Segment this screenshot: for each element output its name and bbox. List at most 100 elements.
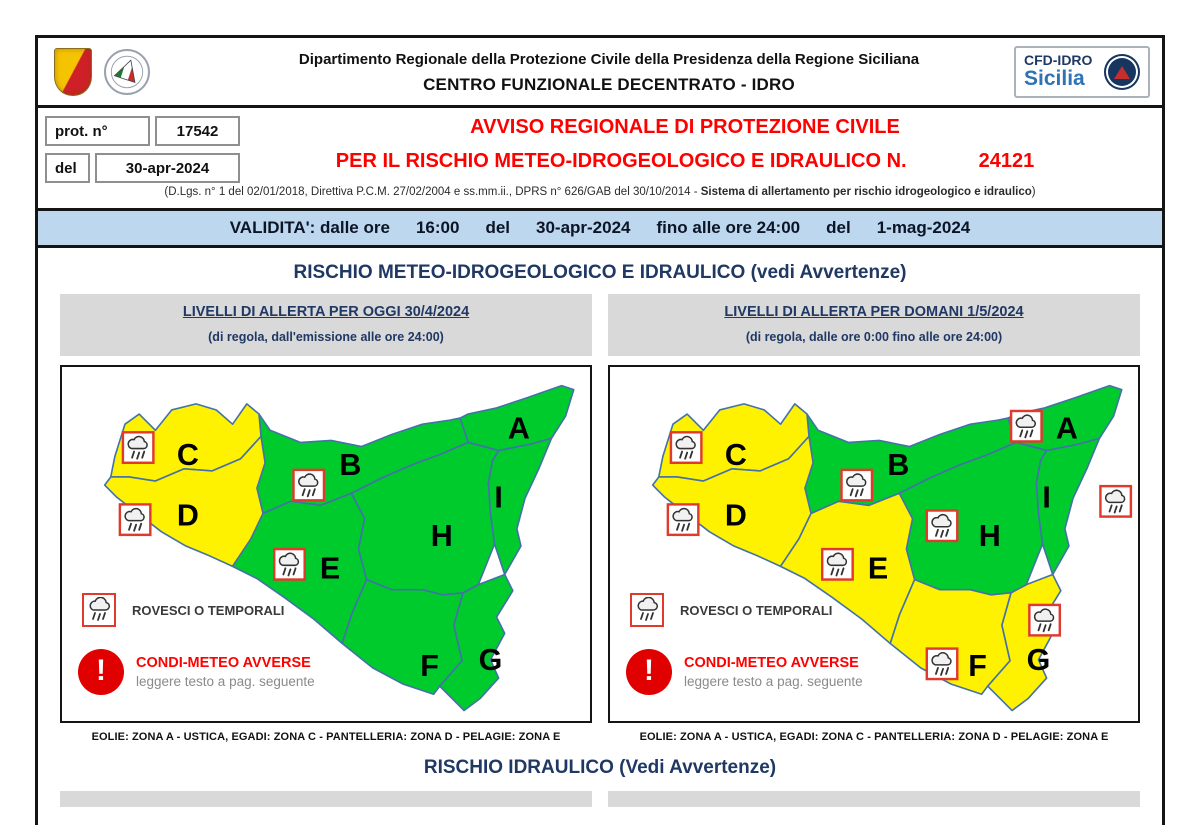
warning-exclamation-icon: ! xyxy=(626,649,672,695)
rain-icon xyxy=(272,547,306,581)
legend-warning-text: CONDI-METEO AVVERSE leggere testo a pag.… xyxy=(684,655,863,689)
rain-icon xyxy=(1028,603,1062,637)
panel-tomorrow-title: LIVELLI DI ALLERTA PER DOMANI 1/5/2024 xyxy=(724,304,1024,320)
legend-rain-label: ROVESCI O TEMPORALI xyxy=(132,602,285,618)
notice-title-line2: PER IL RISCHIO METEO-IDROGEOLOGICO E IDR… xyxy=(248,150,1122,173)
validity-del-2: del xyxy=(826,218,851,237)
validity-date-from: 30-apr-2024 xyxy=(536,218,631,237)
validity-until-label: fino alle ore 24:00 xyxy=(656,218,801,237)
sicily-alert-map-tomorrow: A B CD E F G H I xyxy=(651,384,1133,712)
islands-caption-tomorrow: EOLIE: ZONA A - USTICA, EGADI: ZONA C - … xyxy=(639,731,1109,743)
document-page: Dipartimento Regionale della Protezione … xyxy=(35,35,1165,825)
panel-tomorrow: LIVELLI DI ALLERTA PER DOMANI 1/5/2024 (… xyxy=(608,294,1140,743)
notice-title-line1: AVVISO REGIONALE DI PROTEZIONE CIVILE xyxy=(470,116,900,138)
zone-G-label: G xyxy=(1027,643,1051,677)
law-note-suffix: ) xyxy=(1031,186,1036,198)
zone-H-label: H xyxy=(979,519,1001,553)
zone-F-label: F xyxy=(420,649,439,683)
triskelion-icon xyxy=(110,55,144,88)
zone-F xyxy=(341,578,464,696)
cfd-logo-text: CFD-IDRO Sicilia xyxy=(1024,53,1092,90)
zone-A-label: A xyxy=(508,411,530,445)
panel-today-title: LIVELLI DI ALLERTA PER OGGI 30/4/2024 xyxy=(182,304,470,320)
legend-rain-label: ROVESCI O TEMPORALI xyxy=(680,602,833,618)
alert-panels: LIVELLI DI ALLERTA PER OGGI 30/4/2024 (d… xyxy=(38,294,1162,743)
department-name: Dipartimento Regionale della Protezione … xyxy=(298,50,920,68)
notice-number: 24121 xyxy=(978,150,1035,172)
panel-today-header: LIVELLI DI ALLERTA PER OGGI 30/4/2024 (d… xyxy=(60,294,592,356)
document-header: Dipartimento Regionale della Protezione … xyxy=(38,38,1162,108)
protocol-number-label: prot. n° xyxy=(45,116,150,146)
rain-icon xyxy=(820,547,854,581)
cfd-idro-emblem-icon xyxy=(1104,53,1140,90)
validity-del-1: del xyxy=(485,218,510,237)
rain-icon xyxy=(925,509,959,543)
law-note-bold: Sistema di allertamento per rischio idro… xyxy=(700,186,1032,198)
zone-I-label: I xyxy=(494,480,502,514)
zone-I xyxy=(1035,437,1101,576)
legend-warning-today: ! CONDI-METEO AVVERSE leggere testo a pa… xyxy=(78,649,315,695)
rain-icon xyxy=(1099,484,1133,518)
rain-icon xyxy=(925,647,959,681)
idraulico-panel-headers xyxy=(38,791,1162,807)
panel-today-subtitle: (di regola, dall'emissione alle ore 24:0… xyxy=(208,330,444,344)
rain-icon xyxy=(669,431,703,464)
zone-H-label: H xyxy=(431,519,453,553)
protocol-number-value: 17542 xyxy=(155,116,240,146)
header-logos xyxy=(54,47,204,96)
validity-date-to: 1-mag-2024 xyxy=(876,218,971,237)
rain-icon xyxy=(630,593,664,627)
panel-tomorrow-subtitle: (di regola, dalle ore 0:00 fino alle ore… xyxy=(745,330,1003,344)
zone-G xyxy=(438,573,514,712)
protocol-section: prot. n° 17542 del 30-apr-2024 AVVISO RE… xyxy=(38,108,1162,208)
rain-icon xyxy=(666,503,700,537)
zone-A-label: A xyxy=(1056,411,1078,445)
idraulico-bar-left xyxy=(60,791,592,807)
panel-today: LIVELLI DI ALLERTA PER OGGI 30/4/2024 (d… xyxy=(60,294,592,743)
legend-warning-text: CONDI-METEO AVVERSE leggere testo a pag.… xyxy=(136,655,315,689)
warning-exclamation-icon: ! xyxy=(78,649,124,695)
validity-label: VALIDITA': dalle ore xyxy=(229,218,390,237)
idraulico-bar-right xyxy=(608,791,1140,807)
law-note-prefix: (D.Lgs. n° 1 del 02/01/2018, Direttiva P… xyxy=(164,186,701,198)
cfd-idro-logo: CFD-IDRO Sicilia xyxy=(1014,45,1150,98)
sicily-alert-map-today: A B CD E F G H I xyxy=(103,384,575,712)
panel-tomorrow-header: LIVELLI DI ALLERTA PER DOMANI 1/5/2024 (… xyxy=(608,294,1140,356)
zone-F-label: F xyxy=(968,649,987,683)
rain-icon xyxy=(840,468,874,502)
rain-icon xyxy=(82,593,116,627)
protezione-civile-emblem-icon xyxy=(104,48,150,95)
zone-C-label: C xyxy=(725,438,747,472)
warning-title: CONDI-METEO AVVERSE xyxy=(136,655,311,671)
legend-rain-tomorrow: ROVESCI O TEMPORALI xyxy=(630,593,832,627)
legend-rain-today: ROVESCI O TEMPORALI xyxy=(82,593,284,627)
rain-icon xyxy=(1009,409,1043,443)
validity-time-from: 16:00 xyxy=(415,218,460,237)
rain-icon xyxy=(118,503,152,537)
warning-title: CONDI-METEO AVVERSE xyxy=(684,655,859,671)
idraulico-section-title: RISCHIO IDRAULICO (Vedi Avvertenze) xyxy=(423,757,777,778)
zone-I xyxy=(487,437,553,576)
legend-warning-tomorrow: ! CONDI-METEO AVVERSE leggere testo a pa… xyxy=(626,649,863,695)
zone-C-label: C xyxy=(177,438,199,472)
notice-title-line2-text: PER IL RISCHIO METEO-IDROGEOLOGICO E IDR… xyxy=(335,150,907,172)
zone-G-label: G xyxy=(479,643,503,677)
zone-B-label: B xyxy=(339,448,361,482)
cfd-logo-line2: Sicilia xyxy=(1024,67,1085,90)
centro-funzionale-title: CENTRO FUNZIONALE DECENTRATO - IDRO xyxy=(423,74,795,94)
warning-subtitle: leggere testo a pag. seguente xyxy=(136,674,315,689)
zone-E-label: E xyxy=(868,552,888,586)
zone-I-label: I xyxy=(1042,480,1050,514)
validity-bar: VALIDITA': dalle ore 16:00 del 30-apr-20… xyxy=(38,208,1162,248)
zone-E-label: E xyxy=(320,552,340,586)
cfd-logo-line1: CFD-IDRO xyxy=(1024,52,1093,68)
law-reference-note: (D.Lgs. n° 1 del 02/01/2018, Direttiva P… xyxy=(38,186,1162,198)
rain-icon xyxy=(292,468,326,502)
protocol-date-value: 30-apr-2024 xyxy=(95,153,240,183)
header-titles: Dipartimento Regionale della Protezione … xyxy=(204,49,1014,95)
protocol-date-label: del xyxy=(45,153,90,183)
zone-D-label: D xyxy=(177,499,199,533)
zone-D-label: D xyxy=(725,499,747,533)
